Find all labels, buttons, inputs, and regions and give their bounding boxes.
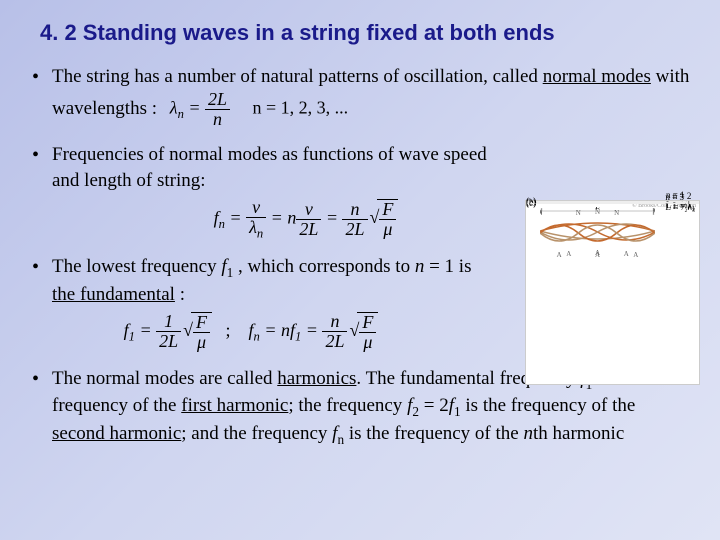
b4-m6: is the frequency of the [344,423,523,444]
formula-fn: fn = vλn = nv2L = n2LFμ [112,198,500,241]
b4-s1b: 1 [454,404,461,419]
eq3b: = [264,320,281,340]
den-2L4: 2L [322,332,347,351]
b4-m4: is the frequency of the [461,395,636,416]
bullet-1: The string has a number of natural patte… [30,64,690,128]
f1-sub: 1 [129,329,135,343]
eq2c: = [326,207,343,227]
num-v2: v [296,200,321,220]
b4-u3: second harmonic [52,423,181,444]
den-lam: λ [249,217,257,237]
formula-f1: f1 = 12LFμ ; fn = nf1 = n2LFμ [12,312,490,352]
b3-pre: The lowest frequency [52,256,221,277]
fn2-sub: n [254,329,260,343]
b4-m3: ; the frequency [288,395,407,416]
b3-end: : [175,284,185,305]
sqrt-mu3: μ [359,333,376,352]
sqrt-mu2: μ [193,333,210,352]
eq3a: = [139,320,156,340]
modes-diagram: © Brooks/Cole - Thomson (a) n = 1L = ½λ₁… [525,200,700,385]
semicolon: ; [226,320,231,340]
fn-sub: n [219,217,225,231]
sqrt-F: F [379,200,396,220]
b3-mid: , which corresponds to [233,256,415,277]
num-v: v [246,198,266,218]
num-1: 1 [156,312,181,332]
sqrt-mu: μ [379,220,396,239]
b4-eq: = 2 [419,395,449,416]
num-2L: 2L [205,90,230,110]
eq3c: = [306,320,323,340]
b4-pre: The normal modes are called [52,368,277,389]
svg-text:A: A [633,251,638,257]
b4-end: th harmonic [533,423,624,444]
den-lam-sub: n [257,226,263,240]
b2-text: Frequencies of normal modes as functions… [52,144,487,191]
den-2L2: 2L [342,220,367,239]
nf1-sub: 1 [295,329,301,343]
b4-u2: first harmonic [181,395,288,416]
sqrt-F2: F [193,313,210,333]
b3-n: n [415,256,425,277]
den-2L3: 2L [156,332,181,351]
n-coef: n [287,207,296,227]
lambda-sym: λ [170,97,178,117]
eq2a: = [229,207,246,227]
b1-underline: normal modes [543,66,651,87]
n-values: n = 1, 2, 3, ... [253,97,349,117]
formula-lambda: λn = 2Ln n = 1, 2, 3, ... [170,90,348,129]
b4-s2: 2 [412,404,419,419]
nf1: nf [281,320,295,340]
b1-text-pre: The string has a number of natural patte… [52,66,543,87]
svg-text:N: N [540,209,543,217]
svg-text:A: A [557,251,562,257]
b3-u: the fundamental [52,284,175,305]
b3-post: = 1 is [424,256,471,277]
den-n: n [205,110,230,129]
svg-text:A: A [595,251,600,257]
b4-u1: harmonics [277,368,356,389]
num-n: n [342,200,367,220]
sqrt-F3: F [359,313,376,333]
den-2L: 2L [296,220,321,239]
svg-text:N: N [576,209,581,217]
num-n2: n [322,312,347,332]
eq2b: = [271,207,288,227]
section-title: 4. 2 Standing waves in a string fixed at… [40,20,690,46]
b4-m5: ; and the frequency [181,423,332,444]
b4-nth: n [523,423,533,444]
diagram-row-3: (c) n = 3L = ³⁄₂λ₃ NANANAN [526,203,699,204]
eq1: = [184,97,205,117]
svg-text:N: N [652,209,655,217]
svg-text:N: N [614,209,619,217]
